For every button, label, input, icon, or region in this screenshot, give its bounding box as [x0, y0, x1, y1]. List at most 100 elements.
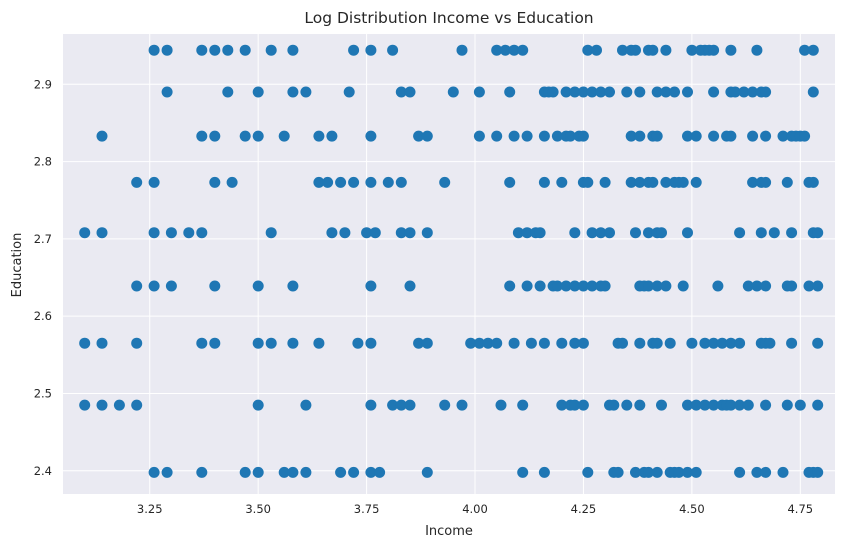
x-tick-label: 4.50 [679, 502, 705, 516]
data-point [183, 227, 195, 239]
data-point [751, 44, 763, 56]
data-point [287, 86, 299, 98]
data-points [79, 44, 824, 478]
data-point [786, 337, 798, 349]
x-tick-label: 3.25 [137, 502, 163, 516]
data-point [799, 44, 811, 56]
data-point [777, 130, 789, 142]
data-point [482, 337, 494, 349]
data-point [404, 280, 416, 292]
data-point [656, 227, 667, 239]
data-point [686, 44, 698, 56]
data-point [252, 399, 264, 411]
data-point [803, 280, 815, 292]
data-point [465, 337, 477, 349]
data-point [617, 44, 628, 56]
y-tick-label: 2.8 [34, 155, 52, 169]
data-point [747, 130, 759, 142]
data-point [196, 44, 208, 56]
data-point [504, 86, 516, 98]
data-point [725, 399, 737, 411]
data-point [586, 86, 598, 98]
data-point [313, 337, 325, 349]
data-point [413, 130, 425, 142]
data-point [300, 399, 312, 411]
data-point [582, 176, 594, 188]
data-point [387, 399, 399, 411]
data-point [239, 44, 251, 56]
data-point [690, 399, 702, 411]
data-point [252, 337, 264, 349]
data-point [577, 280, 589, 292]
data-point [148, 227, 160, 239]
data-point [209, 280, 221, 292]
data-point [669, 86, 680, 98]
data-point [525, 337, 537, 349]
data-point [131, 280, 143, 292]
data-point [734, 466, 746, 478]
data-point [673, 466, 685, 478]
data-point [404, 399, 416, 411]
data-point [517, 466, 529, 478]
data-point [326, 227, 338, 239]
data-point [690, 176, 702, 188]
data-point [664, 337, 676, 349]
data-point [734, 227, 746, 239]
data-point [226, 176, 238, 188]
data-point [569, 86, 581, 98]
data-point [287, 466, 299, 478]
data-point [551, 280, 563, 292]
data-point [812, 466, 824, 478]
data-point [812, 280, 824, 292]
data-point [439, 176, 451, 188]
data-point [760, 130, 772, 142]
data-point [625, 130, 637, 142]
data-point [395, 227, 407, 239]
data-point [747, 86, 759, 98]
data-point [495, 399, 507, 411]
data-point [751, 466, 763, 478]
data-point [708, 44, 720, 56]
data-point [807, 44, 819, 56]
data-point [812, 399, 824, 411]
data-point [79, 227, 91, 239]
data-point [348, 466, 360, 478]
data-point [504, 280, 516, 292]
y-tick-label: 2.5 [34, 386, 52, 400]
data-point [634, 176, 646, 188]
data-point [577, 86, 589, 98]
data-point [630, 466, 641, 478]
data-point [209, 176, 221, 188]
data-point [751, 280, 763, 292]
data-point [131, 176, 143, 188]
data-point [361, 227, 373, 239]
plot-area [63, 34, 835, 494]
data-point [742, 280, 754, 292]
data-point [209, 130, 221, 142]
data-point [682, 86, 693, 98]
data-point [222, 86, 234, 98]
data-point [768, 227, 780, 239]
data-point [504, 176, 516, 188]
data-point [252, 466, 264, 478]
data-point [131, 337, 143, 349]
data-point [473, 86, 485, 98]
data-point [582, 44, 594, 56]
data-point [599, 176, 611, 188]
data-point [569, 280, 581, 292]
data-point [591, 44, 602, 56]
data-point [335, 176, 347, 188]
data-point [239, 130, 251, 142]
data-point [738, 86, 750, 98]
data-point [712, 280, 724, 292]
data-point [556, 337, 568, 349]
data-point [491, 337, 503, 349]
data-point [708, 337, 720, 349]
data-point [660, 44, 672, 56]
data-point [794, 399, 806, 411]
data-point [313, 130, 325, 142]
x-tick-label: 4.00 [462, 502, 488, 516]
data-point [365, 466, 377, 478]
data-point [161, 86, 173, 98]
data-point [690, 130, 702, 142]
